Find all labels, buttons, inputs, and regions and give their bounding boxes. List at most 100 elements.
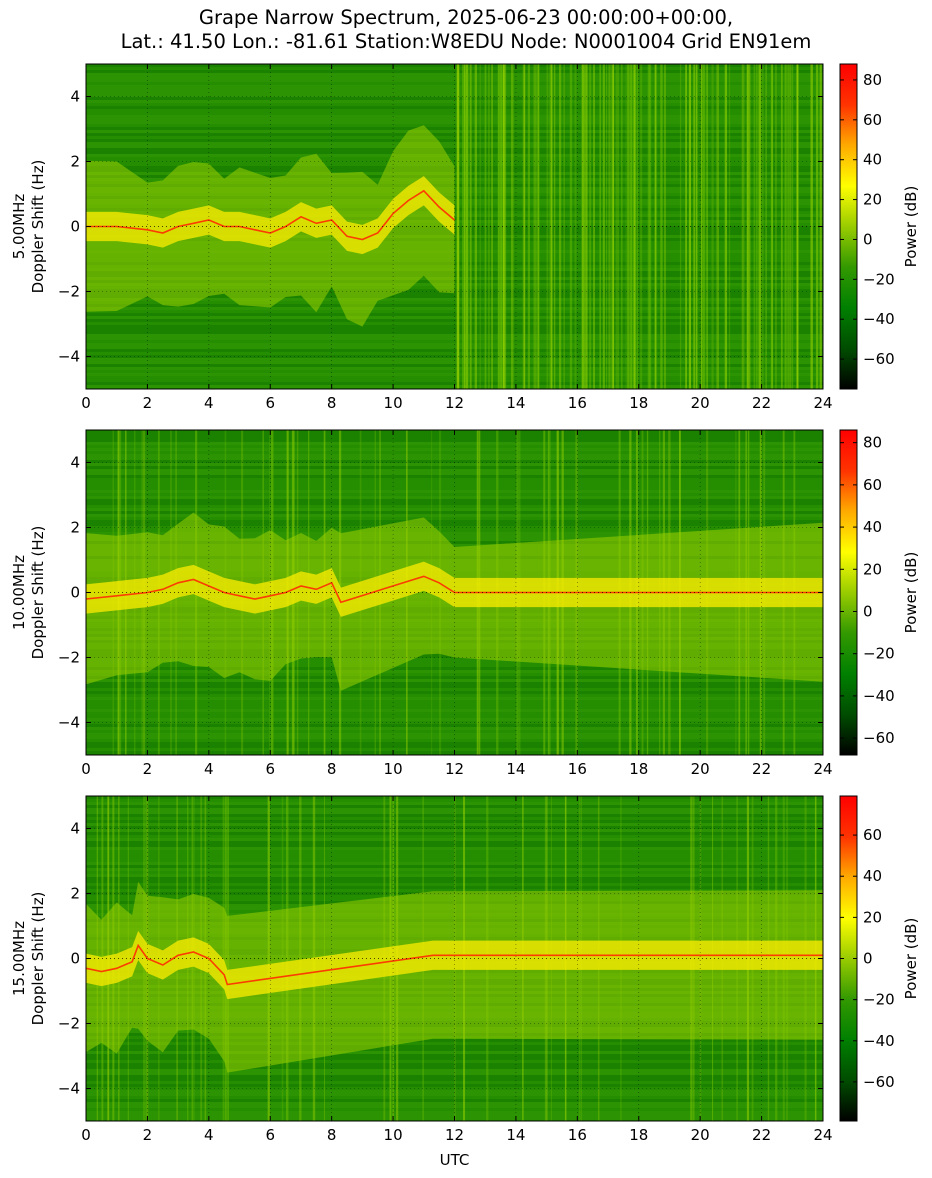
noise-strip [86, 658, 823, 661]
colorbar-tick-label: 80 [863, 434, 882, 452]
noise-strip [86, 472, 823, 475]
vertical-streak [456, 64, 459, 389]
heatmap-area [86, 64, 823, 389]
noise-strip [86, 538, 823, 541]
noise-strip [86, 805, 823, 808]
vertical-streak [474, 64, 478, 389]
noise-strip [86, 1069, 823, 1072]
noise-strip [86, 1102, 823, 1105]
noise-strip [86, 448, 823, 451]
noise-strip [86, 817, 823, 820]
vertical-streak [608, 64, 611, 389]
vertical-streak [775, 64, 777, 389]
noise-strip [86, 502, 823, 505]
colorbar-tick-label: 0 [863, 950, 873, 968]
noise-strip [86, 679, 823, 682]
noise-strip [86, 148, 823, 151]
noise-strip [86, 112, 823, 115]
noise-strip [86, 313, 823, 316]
x-tick-label: 14 [506, 760, 525, 778]
noise-strip [86, 1105, 823, 1108]
noise-strip [86, 814, 823, 817]
noise-strip [86, 145, 823, 148]
vertical-streak [462, 64, 465, 389]
noise-strip [86, 850, 823, 853]
noise-strip [86, 376, 823, 379]
vertical-streak [511, 64, 514, 389]
noise-strip [86, 1081, 823, 1084]
vertical-streak [630, 64, 633, 389]
noise-strip [86, 682, 823, 685]
noise-strip [86, 1060, 823, 1063]
x-tick-label: 18 [629, 394, 648, 412]
vertical-streak [488, 64, 490, 389]
vertical-streak [500, 64, 503, 389]
noise-strip [86, 88, 823, 91]
x-tick-label: 6 [265, 1126, 275, 1144]
colorbar-tick-label: 40 [863, 518, 882, 536]
noise-strip [86, 109, 823, 112]
noise-strip [86, 328, 823, 331]
noise-strip [86, 130, 823, 133]
noise-strip [86, 715, 823, 718]
doppler-ridge-trace [86, 943, 823, 986]
x-tick-label: 6 [265, 394, 275, 412]
noise-strip [86, 454, 823, 457]
noise-strip [86, 802, 823, 805]
vertical-streak [749, 64, 751, 389]
vertical-streak [524, 64, 526, 389]
vertical-streak [816, 64, 819, 389]
vertical-streak [716, 64, 719, 389]
vertical-streak [706, 64, 708, 389]
x-tick-label: 2 [143, 760, 153, 778]
noise-strip [86, 316, 823, 319]
x-tick-label: 2 [143, 394, 153, 412]
noise-strip [86, 844, 823, 847]
vertical-streak [599, 64, 602, 389]
noise-strip [86, 136, 823, 139]
noise-strip [86, 382, 823, 385]
noise-strip [86, 436, 823, 439]
x-tick-label: 20 [691, 1126, 710, 1144]
noise-strip [86, 514, 823, 517]
noise-strip [86, 1066, 823, 1069]
noise-strip [86, 508, 823, 511]
vertical-streak [627, 64, 630, 389]
noise-strip [86, 700, 823, 703]
vertical-streak [479, 64, 481, 389]
noise-strip [86, 463, 823, 466]
x-tick-label: 14 [506, 1126, 525, 1144]
vertical-streak [551, 64, 553, 389]
noise-strip [86, 121, 823, 124]
noise-strip [86, 310, 823, 313]
noise-strip [86, 688, 823, 691]
y-axis-label: Doppler Shift (Hz) [29, 160, 47, 294]
vertical-streak [758, 64, 762, 389]
noise-strip [86, 487, 823, 490]
colorbar-tick-label: 20 [863, 191, 882, 209]
vertical-streak [522, 64, 525, 389]
x-tick-label: 24 [813, 1126, 832, 1144]
vertical-streak [711, 64, 714, 389]
x-tick-label: 8 [327, 394, 337, 412]
title-line-1: Grape Narrow Spectrum, 2025-06-23 00:00:… [198, 6, 734, 29]
colorbar-tick-label: 80 [863, 71, 882, 89]
noise-strip [86, 292, 823, 295]
noise-strip [86, 1090, 823, 1093]
y-tick-label: 0 [70, 950, 80, 968]
noise-strip [86, 739, 823, 742]
colorbar-tick-label: −20 [863, 645, 895, 663]
vertical-streak [755, 64, 758, 389]
x-tick-label: 4 [204, 394, 214, 412]
title-line-2: Lat.: 41.50 Lon.: -81.61 Station:W8EDU N… [120, 30, 812, 53]
noise-strip [86, 346, 823, 349]
y-tick-label: −2 [58, 283, 80, 301]
colorbar-tick-label: −20 [863, 991, 895, 1009]
noise-strip [86, 841, 823, 844]
heatmap-area [86, 796, 823, 1121]
vertical-streak [491, 64, 494, 389]
colorbar-tick-label: 60 [863, 111, 882, 129]
vertical-streak [695, 64, 698, 389]
x-tick-label: 12 [445, 760, 464, 778]
